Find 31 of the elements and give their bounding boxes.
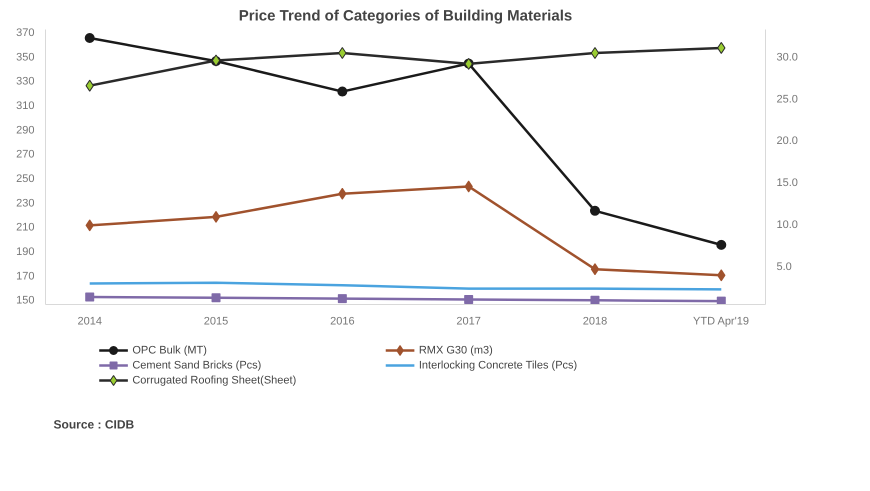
x-tick-label: 2015 xyxy=(204,316,228,328)
y2-tick-label: 25.0 xyxy=(776,93,798,106)
y-tick-label: 170 xyxy=(16,270,35,282)
x-tick-label: 2014 xyxy=(77,316,102,328)
y-tick-label: 190 xyxy=(16,246,35,258)
x-tick-label: 2016 xyxy=(330,316,355,328)
y2-tick-label: 5.0 xyxy=(776,260,792,273)
y2-tick-label: 15.0 xyxy=(776,177,798,190)
y2-tick-label: 10.0 xyxy=(776,219,798,232)
y-tick-label: 290 xyxy=(16,124,35,136)
source-note: Source : CIDB xyxy=(54,418,135,432)
legend-label: RMX G30 (m3) xyxy=(418,344,493,356)
y2-tick-label: 30.0 xyxy=(776,51,798,64)
x-tick-label: YTD Apr'19 xyxy=(693,316,749,328)
y-tick-label: 350 xyxy=(16,51,35,64)
legend-label: Cement Sand Bricks (Pcs) xyxy=(132,360,262,372)
x-tick-label: 2018 xyxy=(582,316,608,328)
x-tick-label: 2017 xyxy=(456,316,481,328)
y-tick-label: 250 xyxy=(16,172,35,185)
chart-title: Price Trend of Categories of Building Materials xyxy=(238,8,572,24)
legend-label: Interlocking Concrete Tiles (Pcs) xyxy=(418,360,578,372)
y-tick-label: 330 xyxy=(16,76,35,88)
y-tick-label: 270 xyxy=(16,148,35,161)
y-tick-label: 310 xyxy=(16,100,35,112)
legend-label: Corrugated Roofing Sheet(Sheet) xyxy=(132,374,296,386)
legend-label: OPC Bulk (MT) xyxy=(132,344,207,356)
y2-tick-label: 20.0 xyxy=(776,135,798,148)
y-tick-label: 210 xyxy=(16,222,35,234)
y-tick-label: 150 xyxy=(16,294,35,307)
y-tick-label: 230 xyxy=(16,197,35,210)
y-tick-label: 370 xyxy=(16,26,35,39)
